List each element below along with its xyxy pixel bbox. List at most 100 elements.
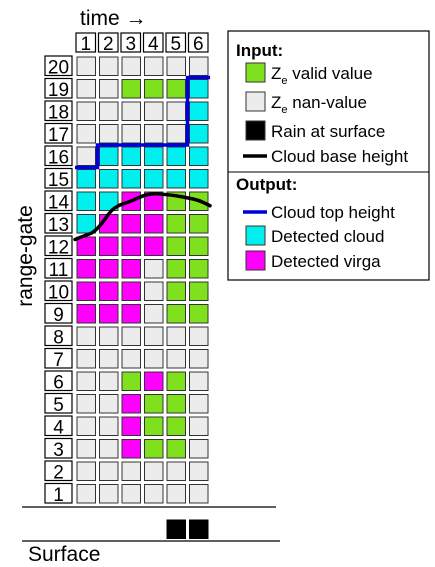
legend: Input: Output: Ze valid value Ze nan-valu… xyxy=(227,30,430,281)
nan-value-cell xyxy=(76,461,96,481)
nan-value-cell xyxy=(99,326,119,346)
nan-value-cell xyxy=(121,349,141,369)
detected-cloud-cell xyxy=(76,191,96,211)
range-gate-grid xyxy=(76,56,209,504)
y-axis-title: range-gate xyxy=(14,205,37,307)
nan-value-cell xyxy=(76,484,96,504)
range-gate-tick-label: 4 xyxy=(53,418,64,439)
nan-value-cell xyxy=(76,124,96,144)
height-lines xyxy=(73,75,212,242)
range-gate-tick-label: 11 xyxy=(49,260,69,281)
valid-value-cell xyxy=(189,281,209,301)
nan-value-cell xyxy=(121,461,141,481)
range-gate-tick-box xyxy=(44,482,73,504)
nan-value-cell xyxy=(189,349,209,369)
range-gate-tick-box xyxy=(44,122,73,144)
detected-virga-cell xyxy=(121,304,141,324)
range-gate-tick-label: 13 xyxy=(48,215,69,236)
valid-value-cell xyxy=(166,439,186,459)
range-gate-tick-label: 5 xyxy=(53,395,64,416)
detected-cloud-cell xyxy=(99,169,119,189)
rain-at-surface-cell xyxy=(166,519,186,539)
valid-value-cell xyxy=(166,214,186,234)
range-gate-tick-label: 8 xyxy=(53,328,64,349)
range-gate-tick-label: 14 xyxy=(48,193,70,214)
nan-value-cell xyxy=(166,101,186,121)
time-tick-label: 5 xyxy=(170,34,181,55)
range-gate-tick-label: 9 xyxy=(53,305,64,326)
detected-cloud-cell xyxy=(189,79,209,99)
legend-swatch-rain xyxy=(245,120,266,141)
range-gate-tick-box xyxy=(44,347,73,369)
detected-virga-cell xyxy=(144,371,164,391)
nan-value-cell xyxy=(189,484,209,504)
rain-at-surface-cell xyxy=(189,519,209,539)
detected-cloud-cell xyxy=(189,146,209,166)
detected-virga-cell xyxy=(121,259,141,279)
time-tick-box xyxy=(165,32,187,53)
range-gate-tick-box xyxy=(44,460,73,482)
range-gate-tick-box xyxy=(44,145,73,167)
time-tick-label: 3 xyxy=(125,34,136,55)
detected-virga-cell xyxy=(76,281,96,301)
valid-value-cell xyxy=(166,416,186,436)
nan-value-cell xyxy=(76,349,96,369)
detected-cloud-cell xyxy=(189,101,209,121)
nan-value-cell xyxy=(189,439,209,459)
valid-value-cell xyxy=(189,304,209,324)
range-gate-tick-box xyxy=(44,235,73,257)
nan-value-cell xyxy=(121,484,141,504)
legend-label-cloud_base_line: Cloud base height xyxy=(271,147,408,166)
legend-items: Ze valid value Ze nan-value Rain at surfac… xyxy=(243,62,408,271)
legend-input-header: Input: xyxy=(236,41,283,60)
detected-cloud-cell xyxy=(189,124,209,144)
detected-virga-cell xyxy=(76,304,96,324)
time-tick-label: 4 xyxy=(148,34,159,55)
detected-virga-cell xyxy=(121,439,141,459)
time-tick-box xyxy=(187,32,209,53)
range-gate-tick-box xyxy=(44,302,73,324)
nan-value-cell xyxy=(76,56,96,76)
nan-value-cell xyxy=(99,416,119,436)
range-gate-tick-label: 18 xyxy=(48,103,69,124)
valid-value-cell xyxy=(189,214,209,234)
nan-value-cell xyxy=(99,439,119,459)
legend-label-valid: Ze valid value xyxy=(271,64,373,87)
nan-value-cell xyxy=(166,326,186,346)
legend-swatch-cloud xyxy=(245,225,266,246)
detected-cloud-cell xyxy=(76,169,96,189)
time-tick-label: 6 xyxy=(193,34,204,55)
legend-output-header: Output: xyxy=(236,175,297,194)
nan-value-cell xyxy=(99,461,119,481)
nan-value-cell xyxy=(76,439,96,459)
legend-swatch-valid xyxy=(245,62,266,83)
nan-value-cell xyxy=(144,304,164,324)
range-gate-tick-label: 12 xyxy=(48,238,69,259)
range-gate-tick-label: 6 xyxy=(53,373,64,394)
nan-value-cell xyxy=(144,281,164,301)
nan-value-cell xyxy=(76,101,96,121)
detected-virga-cell xyxy=(99,304,119,324)
valid-value-cell xyxy=(189,236,209,256)
legend-swatch-nan xyxy=(245,91,266,112)
detected-cloud-cell xyxy=(189,169,209,189)
detected-cloud-cell xyxy=(99,191,119,211)
nan-value-cell xyxy=(99,79,119,99)
nan-value-cell xyxy=(99,394,119,414)
range-gate-tick-label: 17 xyxy=(48,125,69,146)
cloud-base-height-line xyxy=(73,192,212,242)
detected-virga-cell xyxy=(76,236,96,256)
nan-value-cell xyxy=(121,101,141,121)
nan-value-cell xyxy=(144,101,164,121)
range-gate-tick-label: 1 xyxy=(53,485,64,506)
nan-value-cell xyxy=(166,484,186,504)
detected-cloud-cell xyxy=(121,169,141,189)
range-gate-tick-box xyxy=(44,280,73,302)
detected-cloud-cell xyxy=(76,214,96,234)
detected-virga-cell xyxy=(99,259,119,279)
valid-value-cell xyxy=(121,371,141,391)
range-gate-tick-box xyxy=(44,370,73,392)
